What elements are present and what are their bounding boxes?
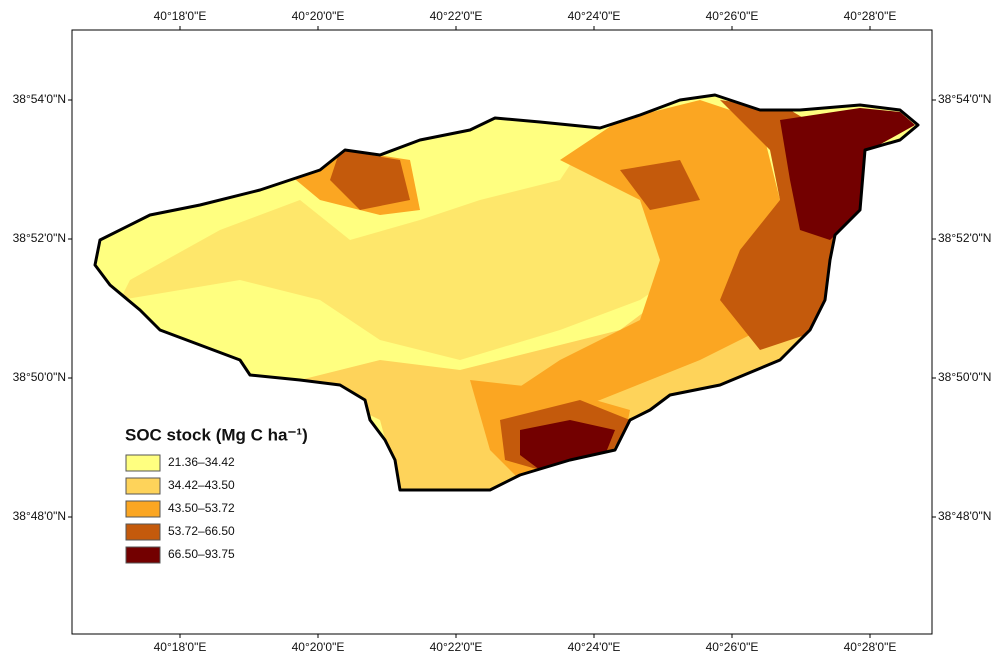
latitude-label: 38°54'0"N — [938, 92, 991, 106]
zone — [620, 160, 700, 210]
zone — [120, 110, 700, 360]
zone — [780, 108, 915, 240]
longitude-label: 40°24'0"E — [568, 9, 621, 23]
longitude-label: 40°22'0"E — [430, 640, 483, 654]
legend-label: 43.50–53.72 — [168, 501, 235, 515]
legend-title: SOC stock (Mg C ha⁻¹) — [125, 425, 308, 444]
legend-label: 34.42–43.50 — [168, 478, 235, 492]
longitude-label: 40°20'0"E — [292, 640, 345, 654]
latitude-label: 38°48'0"N — [13, 509, 66, 523]
longitude-label: 40°18'0"E — [154, 9, 207, 23]
latitude-label: 38°54'0"N — [13, 92, 66, 106]
longitude-label: 40°18'0"E — [154, 640, 207, 654]
longitude-label: 40°26'0"E — [706, 9, 759, 23]
legend-label: 53.72–66.50 — [168, 524, 235, 538]
legend-swatch — [125, 500, 161, 518]
zone — [330, 150, 410, 210]
legend-swatch — [125, 454, 161, 472]
legend-swatch — [125, 477, 161, 495]
longitude-label: 40°22'0"E — [430, 9, 483, 23]
latitude-label: 38°52'0"N — [938, 231, 991, 245]
latitude-label: 38°52'0"N — [13, 231, 66, 245]
map-frame — [71, 29, 933, 635]
legend-swatch — [125, 523, 161, 541]
zone — [500, 100, 800, 420]
legend-label: 21.36–34.42 — [168, 455, 235, 469]
legend-swatch — [125, 546, 161, 564]
latitude-label: 38°50'0"N — [938, 370, 991, 384]
latitude-label: 38°48'0"N — [938, 509, 991, 523]
longitude-label: 40°28'0"E — [844, 640, 897, 654]
basin-outline — [93, 93, 920, 492]
latitude-label: 38°50'0"N — [13, 370, 66, 384]
legend-label: 66.50–93.75 — [168, 547, 235, 561]
longitude-label: 40°20'0"E — [292, 9, 345, 23]
longitude-label: 40°24'0"E — [568, 640, 621, 654]
zone — [520, 420, 615, 470]
longitude-label: 40°26'0"E — [706, 640, 759, 654]
longitude-label: 40°28'0"E — [844, 9, 897, 23]
